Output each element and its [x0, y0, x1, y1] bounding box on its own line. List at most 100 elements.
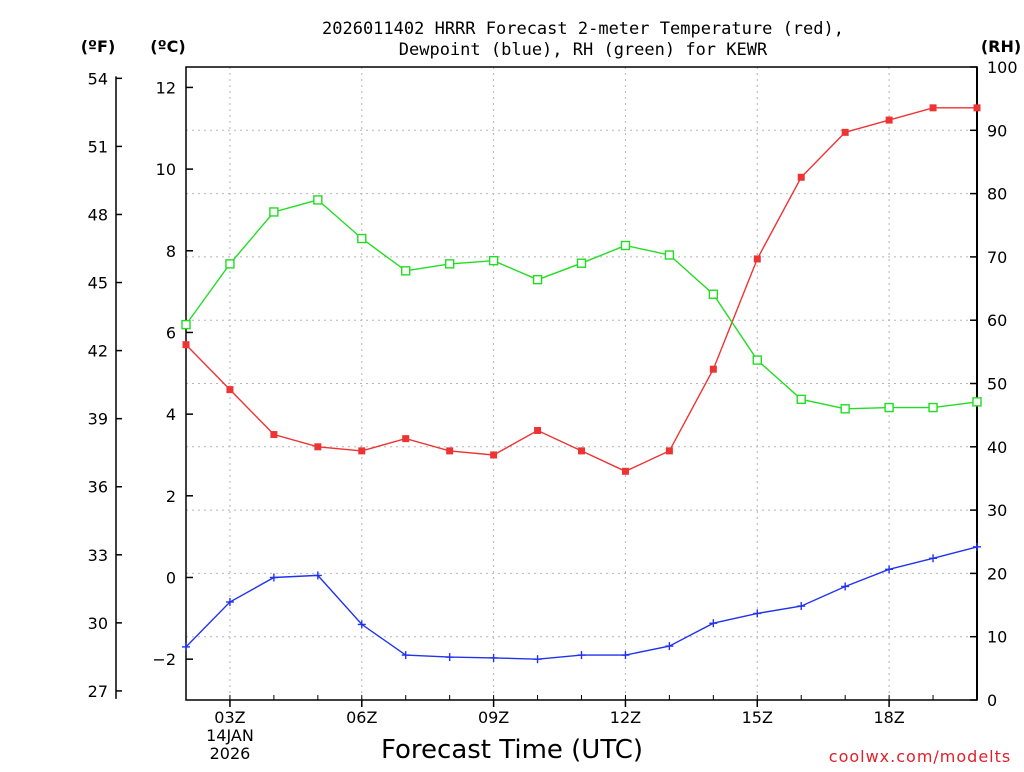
- dewpoint-point: [797, 602, 806, 611]
- rh-point: [664, 250, 675, 260]
- dewpoint-point: [269, 573, 278, 582]
- rh-tick-label: 60: [987, 311, 1007, 330]
- rh-axis: 0 10 20 30 40 50 60 70 80 90 100: [970, 58, 1018, 710]
- rh-tick-label: 70: [987, 248, 1007, 267]
- temperature-point: [314, 443, 322, 451]
- rh-point: [708, 289, 719, 299]
- dewpoint-point: [709, 619, 718, 628]
- temperature-point: [182, 341, 190, 349]
- rh-point: [181, 319, 191, 330]
- dewpoint-point: [973, 542, 981, 551]
- rh-tick-label: 80: [987, 185, 1007, 204]
- rh-point: [752, 355, 762, 365]
- rh-tick-label: 20: [987, 564, 1007, 583]
- time-tick-label: 12Z: [610, 708, 641, 727]
- celsius-tick-label: 8: [166, 242, 176, 261]
- dewpoint-point: [753, 609, 762, 618]
- temperature-point: [490, 451, 498, 459]
- celsius-tick-label: −2: [152, 650, 176, 669]
- celsius-tick-label: 12: [156, 78, 176, 97]
- temperature-point: [841, 128, 849, 136]
- fahrenheit-unit-label: (ºF): [81, 37, 116, 56]
- rh-point: [532, 274, 543, 285]
- celsius-tick-label: 10: [156, 160, 176, 179]
- temperature-point: [446, 447, 454, 455]
- dewpoint-point: [489, 653, 498, 662]
- temperature-point: [578, 447, 585, 455]
- temperature-point: [665, 447, 673, 455]
- dewpoint-point: [533, 655, 542, 664]
- temperature-point: [270, 431, 278, 439]
- dewpoint-point: [577, 651, 586, 660]
- fahrenheit-tick-label: 27: [88, 682, 108, 701]
- dewpoint-point: [313, 571, 322, 580]
- temperature-point: [885, 116, 893, 124]
- temperature-point: [358, 447, 366, 455]
- source-credit: coolwx.com/modelts: [829, 747, 1011, 766]
- rh-point: [313, 195, 323, 205]
- rh-point: [357, 233, 367, 244]
- rh-tick-label: 0: [987, 691, 997, 710]
- year-label: 2026: [210, 744, 251, 763]
- time-tick-label: 15Z: [742, 708, 773, 727]
- temperature-point: [929, 104, 937, 112]
- rh-tick-label: 30: [987, 501, 1007, 520]
- temperature-point: [797, 173, 805, 181]
- celsius-axis: −2 0 2 4 6 8 10 12: [152, 78, 193, 669]
- celsius-tick-label: 0: [166, 568, 176, 587]
- rh-point: [796, 394, 806, 405]
- celsius-tick-label: 6: [166, 323, 176, 342]
- dewpoint-point: [621, 651, 630, 660]
- temperature-point: [534, 426, 542, 434]
- rh-point: [972, 397, 982, 407]
- celsius-tick-label: 2: [166, 487, 176, 506]
- temperature-line: [185, 107, 977, 473]
- fahrenheit-tick-label: 33: [88, 546, 108, 565]
- dewpoint-point: [665, 642, 674, 651]
- rh-point: [225, 259, 235, 269]
- fahrenheit-axis: 27 30 33 36 39 42 45 48 51 54: [88, 69, 122, 701]
- rh-point: [620, 240, 631, 251]
- temperature-point: [753, 255, 761, 263]
- temperature-point: [709, 365, 717, 373]
- rh-point: [269, 207, 279, 217]
- rh-line: [185, 199, 978, 410]
- fahrenheit-tick-label: 45: [88, 274, 108, 293]
- fahrenheit-tick-label: 54: [88, 69, 108, 88]
- chart-title-line-1: 2026011402 HRRR Forecast 2-meter Tempera…: [322, 19, 844, 39]
- dewpoint-point: [401, 651, 410, 660]
- fahrenheit-tick-label: 30: [88, 614, 108, 633]
- fahrenheit-tick-label: 51: [88, 137, 108, 156]
- x-axis-title: Forecast Time (UTC): [381, 735, 643, 765]
- temperature-point: [226, 386, 234, 394]
- rh-point: [444, 259, 455, 269]
- dewpoint-point: [841, 582, 850, 591]
- rh-point: [928, 402, 938, 413]
- rh-point: [840, 404, 850, 414]
- time-tick-label: 03Z: [214, 708, 245, 727]
- rh-point: [884, 402, 894, 413]
- dewpoint-point: [929, 554, 938, 563]
- fahrenheit-tick-label: 36: [88, 478, 108, 497]
- rh-point: [488, 255, 499, 266]
- rh-tick-label: 50: [987, 375, 1007, 394]
- time-tick-label: 06Z: [346, 708, 377, 727]
- time-tick-label: 18Z: [873, 708, 904, 727]
- dewpoint-point: [885, 565, 894, 574]
- data-series: [181, 104, 982, 664]
- time-tick-label: 09Z: [478, 708, 509, 727]
- dewpoint-point: [445, 653, 454, 662]
- fahrenheit-tick-label: 48: [88, 205, 108, 224]
- dewpoint-point: [357, 620, 366, 629]
- fahrenheit-tick-label: 42: [88, 342, 108, 361]
- dewpoint-point: [225, 597, 234, 606]
- celsius-tick-label: 4: [166, 405, 176, 424]
- rh-unit-label: (RH): [981, 37, 1021, 56]
- rh-tick-label: 90: [987, 121, 1007, 140]
- rh-point: [576, 258, 587, 268]
- rh-point: [401, 266, 411, 276]
- rh-tick-label: 10: [987, 628, 1007, 647]
